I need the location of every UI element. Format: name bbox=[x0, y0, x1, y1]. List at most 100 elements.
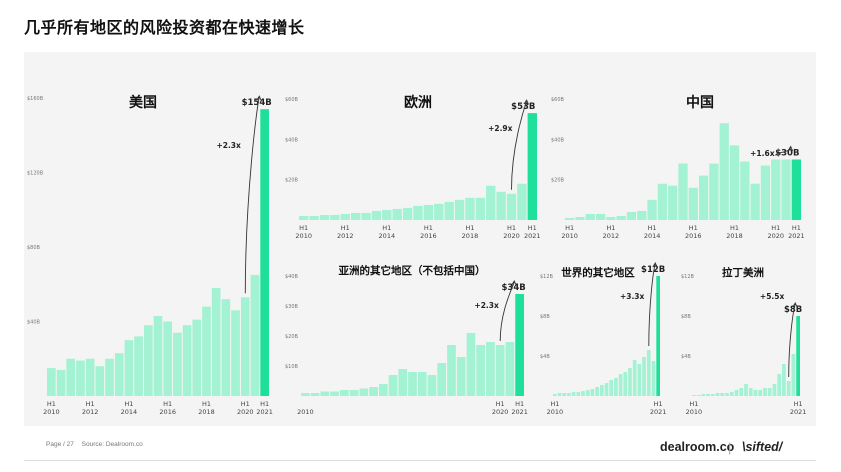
bar bbox=[125, 340, 134, 396]
x-tick-label-line2: 2021 bbox=[790, 408, 807, 416]
bar bbox=[115, 353, 124, 396]
x-tick-label-line1: H1 bbox=[299, 224, 308, 232]
bar bbox=[606, 217, 615, 220]
x-tick-label-line1: H1 bbox=[496, 400, 505, 408]
bar bbox=[359, 389, 368, 397]
bar bbox=[212, 288, 221, 396]
bar bbox=[424, 205, 433, 220]
x-tick-label-line2: 2016 bbox=[420, 232, 437, 240]
x-tick-label-line1: H1 bbox=[528, 224, 537, 232]
x-tick-label-line1: H1 bbox=[565, 224, 574, 232]
bar bbox=[730, 392, 734, 396]
bar bbox=[697, 395, 701, 396]
chart-title: 世界的其它地区 bbox=[561, 266, 635, 279]
bar bbox=[351, 213, 360, 220]
bar bbox=[744, 384, 748, 396]
bar bbox=[379, 384, 388, 396]
x-tick-label-line2: 2012 bbox=[337, 232, 354, 240]
bar bbox=[709, 164, 718, 220]
bar bbox=[408, 372, 417, 396]
x-tick-label-line2: 2020 bbox=[767, 232, 784, 240]
bar bbox=[447, 345, 456, 396]
bar bbox=[57, 370, 66, 396]
x-tick-label-line1: H1 bbox=[465, 224, 474, 232]
growth-arrow bbox=[512, 101, 527, 190]
bar bbox=[567, 393, 571, 396]
x-tick-label-line1: H1 bbox=[515, 400, 524, 408]
bar bbox=[773, 384, 777, 396]
bar bbox=[134, 336, 143, 396]
bar bbox=[758, 390, 762, 396]
bar bbox=[633, 360, 637, 396]
growth-arrow bbox=[649, 264, 656, 346]
bar bbox=[183, 325, 192, 396]
x-tick-label-line1: H1 bbox=[424, 224, 433, 232]
footer-rule bbox=[24, 460, 816, 461]
x-tick-label-line1: H1 bbox=[47, 400, 56, 408]
footer-source-line: Page / 27 Source: Dealroom.co bbox=[46, 441, 149, 448]
bar bbox=[320, 215, 329, 220]
multiplier-label: +3.3x bbox=[620, 292, 645, 301]
x-tick-label-line1: H1 bbox=[792, 224, 801, 232]
bar bbox=[739, 388, 743, 396]
x-tick-label-line1: H1 bbox=[606, 224, 615, 232]
bar bbox=[716, 393, 720, 396]
bar bbox=[725, 393, 729, 396]
brand-separator: | bbox=[728, 440, 731, 455]
bar bbox=[586, 214, 595, 220]
sifted-logo: \sifted/ bbox=[742, 440, 782, 454]
x-tick-label-line2: 2010 bbox=[547, 408, 564, 416]
bar bbox=[202, 307, 211, 396]
bar bbox=[515, 294, 524, 396]
bar bbox=[749, 388, 753, 396]
bar bbox=[627, 212, 636, 220]
bar bbox=[678, 164, 687, 220]
bar bbox=[455, 200, 464, 220]
x-tick-label-line2: 2020 bbox=[492, 408, 509, 416]
bar bbox=[565, 218, 574, 220]
bar bbox=[787, 381, 791, 396]
x-tick-label-line1: H1 bbox=[163, 400, 172, 408]
bar bbox=[711, 394, 715, 396]
y-tick-label: $40B bbox=[551, 137, 565, 143]
bar bbox=[782, 364, 786, 396]
x-tick-label-line2: 2018 bbox=[726, 232, 743, 240]
y-tick-label: $8B bbox=[681, 314, 691, 320]
bar bbox=[105, 359, 114, 396]
bar bbox=[403, 208, 412, 220]
x-tick-label-line2: 2018 bbox=[198, 408, 215, 416]
x-tick-label-line1: H1 bbox=[382, 224, 391, 232]
x-tick-label-line1: H1 bbox=[341, 224, 350, 232]
bar bbox=[496, 192, 505, 220]
bar bbox=[619, 374, 623, 396]
y-tick-label: $4B bbox=[540, 354, 550, 360]
x-tick-label-line1: H1 bbox=[689, 400, 698, 408]
bar bbox=[95, 366, 104, 396]
bar bbox=[668, 186, 677, 220]
y-tick-label: $40B bbox=[285, 137, 299, 143]
x-tick-label-line2: 2010 bbox=[686, 408, 703, 416]
bar bbox=[605, 383, 609, 396]
x-tick-label-line2: 2010 bbox=[561, 232, 578, 240]
bar bbox=[506, 342, 515, 396]
x-tick-label-line1: H1 bbox=[771, 224, 780, 232]
bar bbox=[638, 364, 642, 396]
y-tick-label: $120B bbox=[27, 171, 44, 177]
bar bbox=[299, 216, 308, 220]
bar bbox=[796, 316, 800, 396]
bar bbox=[486, 342, 495, 396]
bar bbox=[163, 322, 172, 397]
x-tick-label-line2: 2012 bbox=[82, 408, 99, 416]
bar bbox=[576, 392, 580, 396]
bar bbox=[628, 368, 632, 396]
chart-title: 欧洲 bbox=[404, 94, 432, 111]
y-tick-label: $20B bbox=[551, 178, 565, 184]
bar bbox=[444, 202, 453, 220]
bar bbox=[652, 361, 656, 396]
bar bbox=[637, 211, 646, 220]
bar bbox=[768, 388, 772, 396]
x-tick-label-line1: H1 bbox=[794, 400, 803, 408]
x-tick-label-line1: H1 bbox=[86, 400, 95, 408]
x-tick-label-line1: H1 bbox=[550, 400, 559, 408]
